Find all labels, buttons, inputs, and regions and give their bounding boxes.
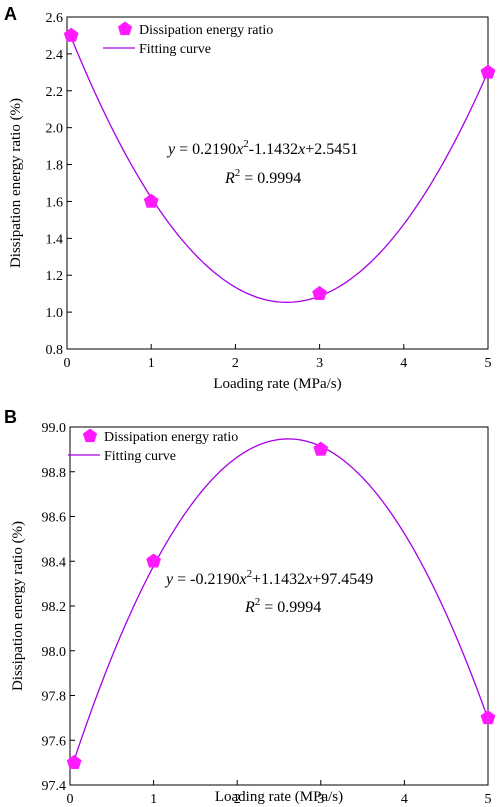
eq-part: +1.1432 [252,571,305,588]
r-squared: R2 = 0.9994 [224,167,301,187]
x-axis-title: Loading rate (MPa/s) [213,376,341,392]
data-point [313,441,329,456]
plot-frame [66,16,489,350]
data-point [146,553,162,568]
y-tick-label: 1.4 [46,232,64,247]
x-tick-label: 3 [317,792,324,807]
r-squared: R2 = 0.9994 [244,596,321,616]
y-tick-label: 97.4 [42,779,67,794]
y-tick-label: 98.4 [42,555,67,570]
r2-value: = 0.9994 [240,170,301,187]
eq-var-x: x [304,571,312,588]
y-tick-label: 2.2 [46,85,64,100]
y-tick-label: 0.8 [46,343,64,358]
y-tick-label: 98.0 [42,645,67,660]
y-axis-title: Dissipation energy ratio (%) [10,521,26,691]
y-tick-label: 2.6 [46,11,64,26]
x-tick-label: 4 [400,356,407,371]
y-tick-label: 97.6 [42,734,67,749]
x-tick-label: 2 [234,792,241,807]
data-point [480,710,496,725]
eq-part: = 0.2190 [175,141,236,158]
y-axis-title: Dissipation energy ratio (%) [8,98,24,268]
data-point [312,285,328,300]
data-point [480,64,496,79]
x-tick-label: 5 [485,356,492,371]
legend-label-line: Fitting curve [139,42,211,57]
legend-label-line: Fitting curve [104,449,176,464]
x-tick-label: 0 [67,792,74,807]
data-point [66,754,82,769]
legend: Dissipation energy ratio Fitting curve [68,428,238,464]
y-tick-label: 99.0 [42,421,67,436]
eq-var-y: y [164,571,174,588]
eq-part: = -0.2190 [173,571,239,588]
data-point [143,193,159,208]
r2-exponent: 2 [255,596,261,608]
chart-panel-a: A 0 1 2 3 4 5 0.8 1.0 1.2 1.4 1.6 1.8 2.0 2.2 2.4 2.6 Loa… [4,4,496,392]
legend-marker [82,428,98,443]
y-tick-label: 97.8 [42,690,67,705]
r2-value: = 0.9994 [260,599,321,616]
fitting-curve [70,37,489,303]
fitting-curve [73,438,489,761]
legend-marker [117,21,133,36]
y-tick-label: 1.6 [46,195,64,210]
eq-part: -1.1432 [249,141,298,158]
fit-equation: y = 0.2190x2-1.1432x+2.5451 [166,138,358,158]
legend: Dissipation energy ratio Fitting curve [103,21,273,57]
eq-exponent: 2 [243,138,249,150]
x-tick-label: 5 [485,792,492,807]
eq-exponent: 2 [247,568,253,580]
eq-var-x: x [238,571,246,588]
y-tick-label: 1.8 [46,159,64,174]
y-tick-label: 1.2 [46,269,64,284]
y-tick-label: 98.8 [42,466,67,481]
x-tick-label: 4 [401,792,408,807]
x-axis-title: Loading rate (MPa/s) [215,789,343,805]
panel-label: A [4,4,17,24]
eq-part: +97.4549 [312,571,373,588]
eq-var-x: x [235,141,243,158]
legend-label-scatter: Dissipation energy ratio [139,23,273,38]
data-point [63,27,79,42]
x-tick-label: 1 [150,792,157,807]
chart-panel-b: B 0 1 2 3 4 5 97.4 97.6 97.8 98.0 98.2 98.4 98.6 98.8 9… [4,407,496,807]
legend-label-scatter: Dissipation energy ratio [104,430,238,445]
x-tick-label: 0 [64,356,71,371]
x-tick-label: 2 [232,356,239,371]
x-tick-label: 1 [148,356,155,371]
r2-var: R [224,170,235,187]
y-tick-label: 2.4 [46,48,64,63]
r2-exponent: 2 [235,167,241,179]
eq-var-x: x [297,141,305,158]
eq-part: +2.5451 [305,141,358,158]
fit-equation: y = -0.2190x2+1.1432x+97.4549 [164,568,373,588]
y-tick-label: 2.0 [46,122,64,137]
y-tick-label: 1.0 [46,306,64,321]
y-tick-label: 98.2 [42,600,67,615]
r2-var: R [244,599,255,616]
panel-label: B [4,407,17,427]
y-tick-label: 98.6 [42,511,67,526]
x-tick-label: 3 [316,356,323,371]
eq-var-y: y [166,141,176,158]
